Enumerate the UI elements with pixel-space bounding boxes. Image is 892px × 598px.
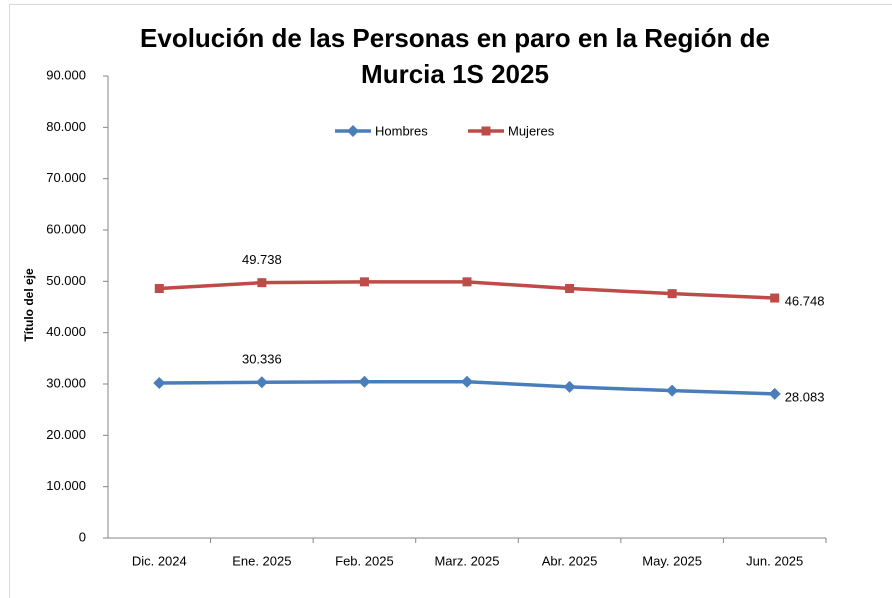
y-tick-label: 30.000 [46,375,86,390]
x-tick-label: Feb. 2025 [335,553,394,568]
x-tick-label: Jun. 2025 [746,553,803,568]
x-tick-label: Marz. 2025 [434,553,499,568]
y-tick-label: 10.000 [46,478,86,493]
data-point [461,375,473,388]
legend-marker [347,125,359,137]
data-point [565,284,575,294]
data-point [154,284,164,294]
data-point [153,376,166,389]
data-label: 49.738 [242,252,282,267]
data-point [257,278,267,288]
chart-border [9,4,892,598]
x-tick-label: Abr. 2025 [542,553,598,568]
chart-title: Evolución de las Personas en paro en la … [140,23,770,89]
y-tick-label: 50.000 [46,273,86,288]
legend-label: Hombres [375,123,428,138]
data-point [666,384,679,397]
data-point [768,387,781,400]
y-tick-label: 0 [79,529,86,544]
y-tick-label: 70.000 [46,170,86,185]
y-tick-label: 80.000 [46,119,86,134]
data-point [359,277,369,287]
data-point [358,375,371,388]
y-tick-label: 90.000 [46,67,86,82]
data-point [255,376,268,389]
legend-marker [481,126,491,136]
y-axis-title: Título del eje [22,268,36,342]
data-point [563,380,576,393]
data-label: 30.336 [242,352,282,367]
legend-label: Mujeres [508,123,555,138]
data-label: 46.748 [785,293,825,308]
data-point [667,289,677,299]
y-tick-label: 40.000 [46,324,86,339]
x-tick-label: May. 2025 [642,553,702,568]
x-tick-label: Ene. 2025 [232,553,291,568]
y-tick-label: 60.000 [46,221,86,236]
y-tick-label: 20.000 [46,427,86,442]
data-label: 28.083 [785,389,825,404]
data-point [462,277,472,287]
data-point [770,293,780,303]
x-tick-label: Dic. 2024 [132,553,187,568]
